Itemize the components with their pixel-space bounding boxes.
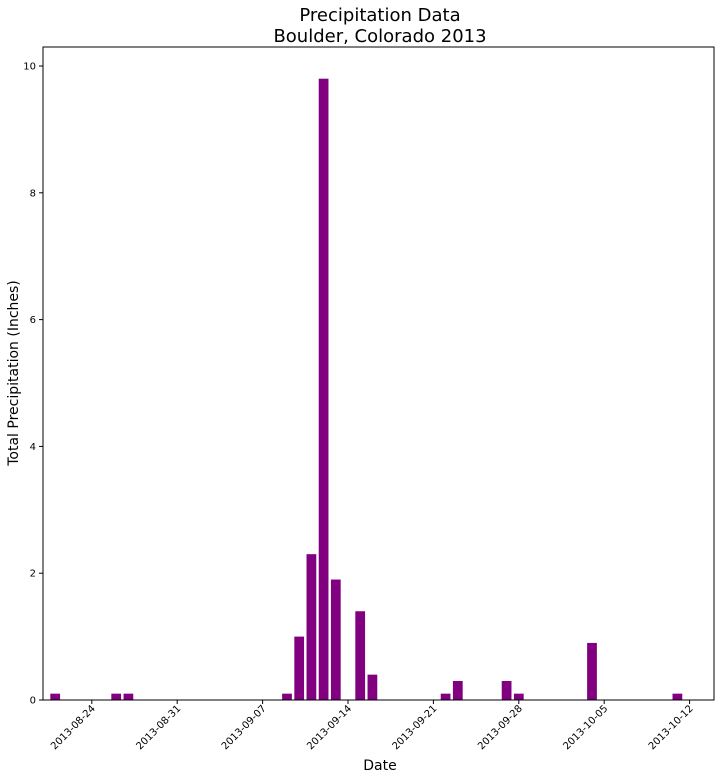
y-tick-label: 0 <box>30 696 36 707</box>
chart-title-line-2: Boulder, Colorado 2013 <box>273 26 486 47</box>
y-tick-label: 2 <box>30 569 36 580</box>
plot-area-frame <box>42 46 715 701</box>
bar-2013-08-21 <box>50 693 61 700</box>
bar-2013-09-09 <box>282 693 292 700</box>
y-tick-label: 10 <box>23 62 36 73</box>
bars-group <box>50 78 683 700</box>
y-tick-label: 6 <box>30 315 36 326</box>
bar-2013-09-27 <box>501 680 512 700</box>
bar-2013-09-15 <box>355 611 366 700</box>
y-tick-label: 8 <box>30 188 36 199</box>
bar-2013-09-10 <box>294 636 305 700</box>
bar-2013-09-11 <box>306 554 317 700</box>
x-axis-label: Date <box>363 758 396 774</box>
bar-2013-08-26 <box>111 693 122 700</box>
bar-2013-09-23 <box>452 680 463 700</box>
y-axis-ticks: 0 2 4 6 8 10 <box>23 62 43 707</box>
bar-2013-08-27 <box>123 693 134 700</box>
bar-2013-09-16 <box>367 674 378 700</box>
bar-2013-10-11 <box>672 693 683 700</box>
bar-2013-10-04 <box>587 642 597 700</box>
bar-2013-09-13 <box>330 579 341 700</box>
bar-2013-09-12 <box>318 78 329 700</box>
chart-title-line-1: Precipitation Data <box>299 5 460 26</box>
bar-2013-09-28 <box>513 693 524 700</box>
y-axis-label: Total Precipitation (Inches) <box>6 280 22 467</box>
bar-2013-09-22 <box>440 693 451 700</box>
y-tick-label: 4 <box>30 442 36 453</box>
